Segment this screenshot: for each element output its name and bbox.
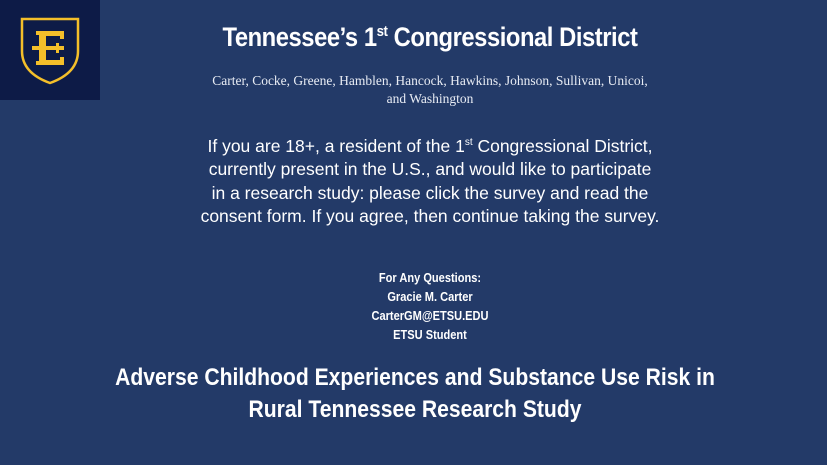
contact-heading: For Any Questions: (378, 270, 482, 285)
county-list: Carter, Cocke, Greene, Hamblen, Hancock,… (160, 72, 700, 108)
body-text-1: If you are 18+, a resident of the 1 (207, 135, 465, 156)
body-text-2: Congressional District, currently presen… (200, 135, 660, 227)
county-line-1: Carter, Cocke, Greene, Hamblen, Hancock,… (212, 73, 648, 88)
page-title: Tennessee’s 1st Congressional District (184, 22, 677, 53)
study-title-line-1: Adverse Childhood Experiences and Substa… (115, 364, 715, 391)
title-text-end: Congressional District (387, 22, 638, 52)
study-title-line-2: Rural Tennessee Research Study (248, 396, 582, 423)
title-text: Tennessee’s 1 (222, 22, 378, 52)
contact-role: ETSU Student (393, 327, 467, 342)
title-superscript: st (376, 23, 388, 40)
body-superscript: st (464, 137, 473, 148)
eligibility-text: If you are 18+, a resident of the 1st Co… (200, 131, 660, 229)
study-title: Adverse Childhood Experiences and Substa… (103, 362, 728, 426)
shield-e-logo-icon (20, 17, 80, 85)
etsu-logo (0, 0, 100, 100)
contact-name: Gracie M. Carter (387, 289, 473, 304)
contact-email[interactable]: CarterGM@ETSU.EDU (371, 308, 489, 323)
contact-block: For Any Questions: Gracie M. Carter Cart… (345, 268, 515, 344)
county-line-2: and Washington (386, 91, 474, 106)
